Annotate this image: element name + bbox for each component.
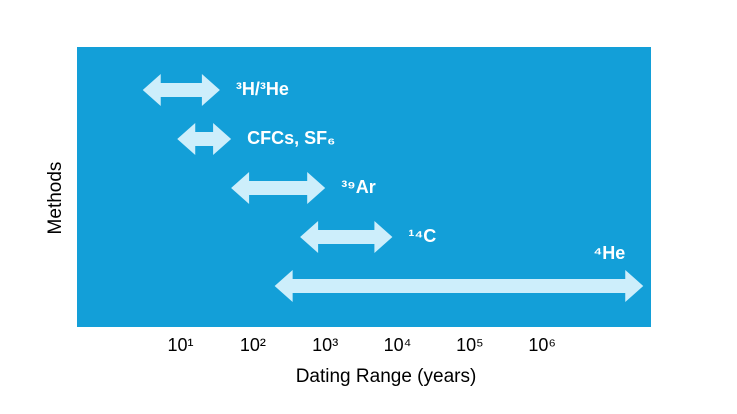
x-tick-label: 10⁵ <box>456 335 483 355</box>
x-tick-label: 10² <box>240 335 266 355</box>
range-arrow <box>300 221 393 253</box>
x-tick-label: 10³ <box>312 335 338 355</box>
method-label: ³H/³He <box>236 79 289 99</box>
method-label: ³⁹Ar <box>341 177 376 197</box>
x-tick-label: 10¹ <box>168 335 194 355</box>
range-arrow <box>142 74 220 106</box>
range-arrow <box>177 123 232 155</box>
y-axis-label: Methods <box>45 162 66 235</box>
range-arrow <box>274 270 644 302</box>
method-label: CFCs, SF₆ <box>247 128 335 148</box>
method-label: ¹⁴C <box>408 226 436 246</box>
x-axis-label: Dating Range (years) <box>296 366 477 387</box>
x-tick-label: 10⁴ <box>384 335 412 355</box>
range-arrow <box>231 172 326 204</box>
x-tick-label: 10⁶ <box>528 335 555 355</box>
method-label: ⁴He <box>593 243 625 263</box>
